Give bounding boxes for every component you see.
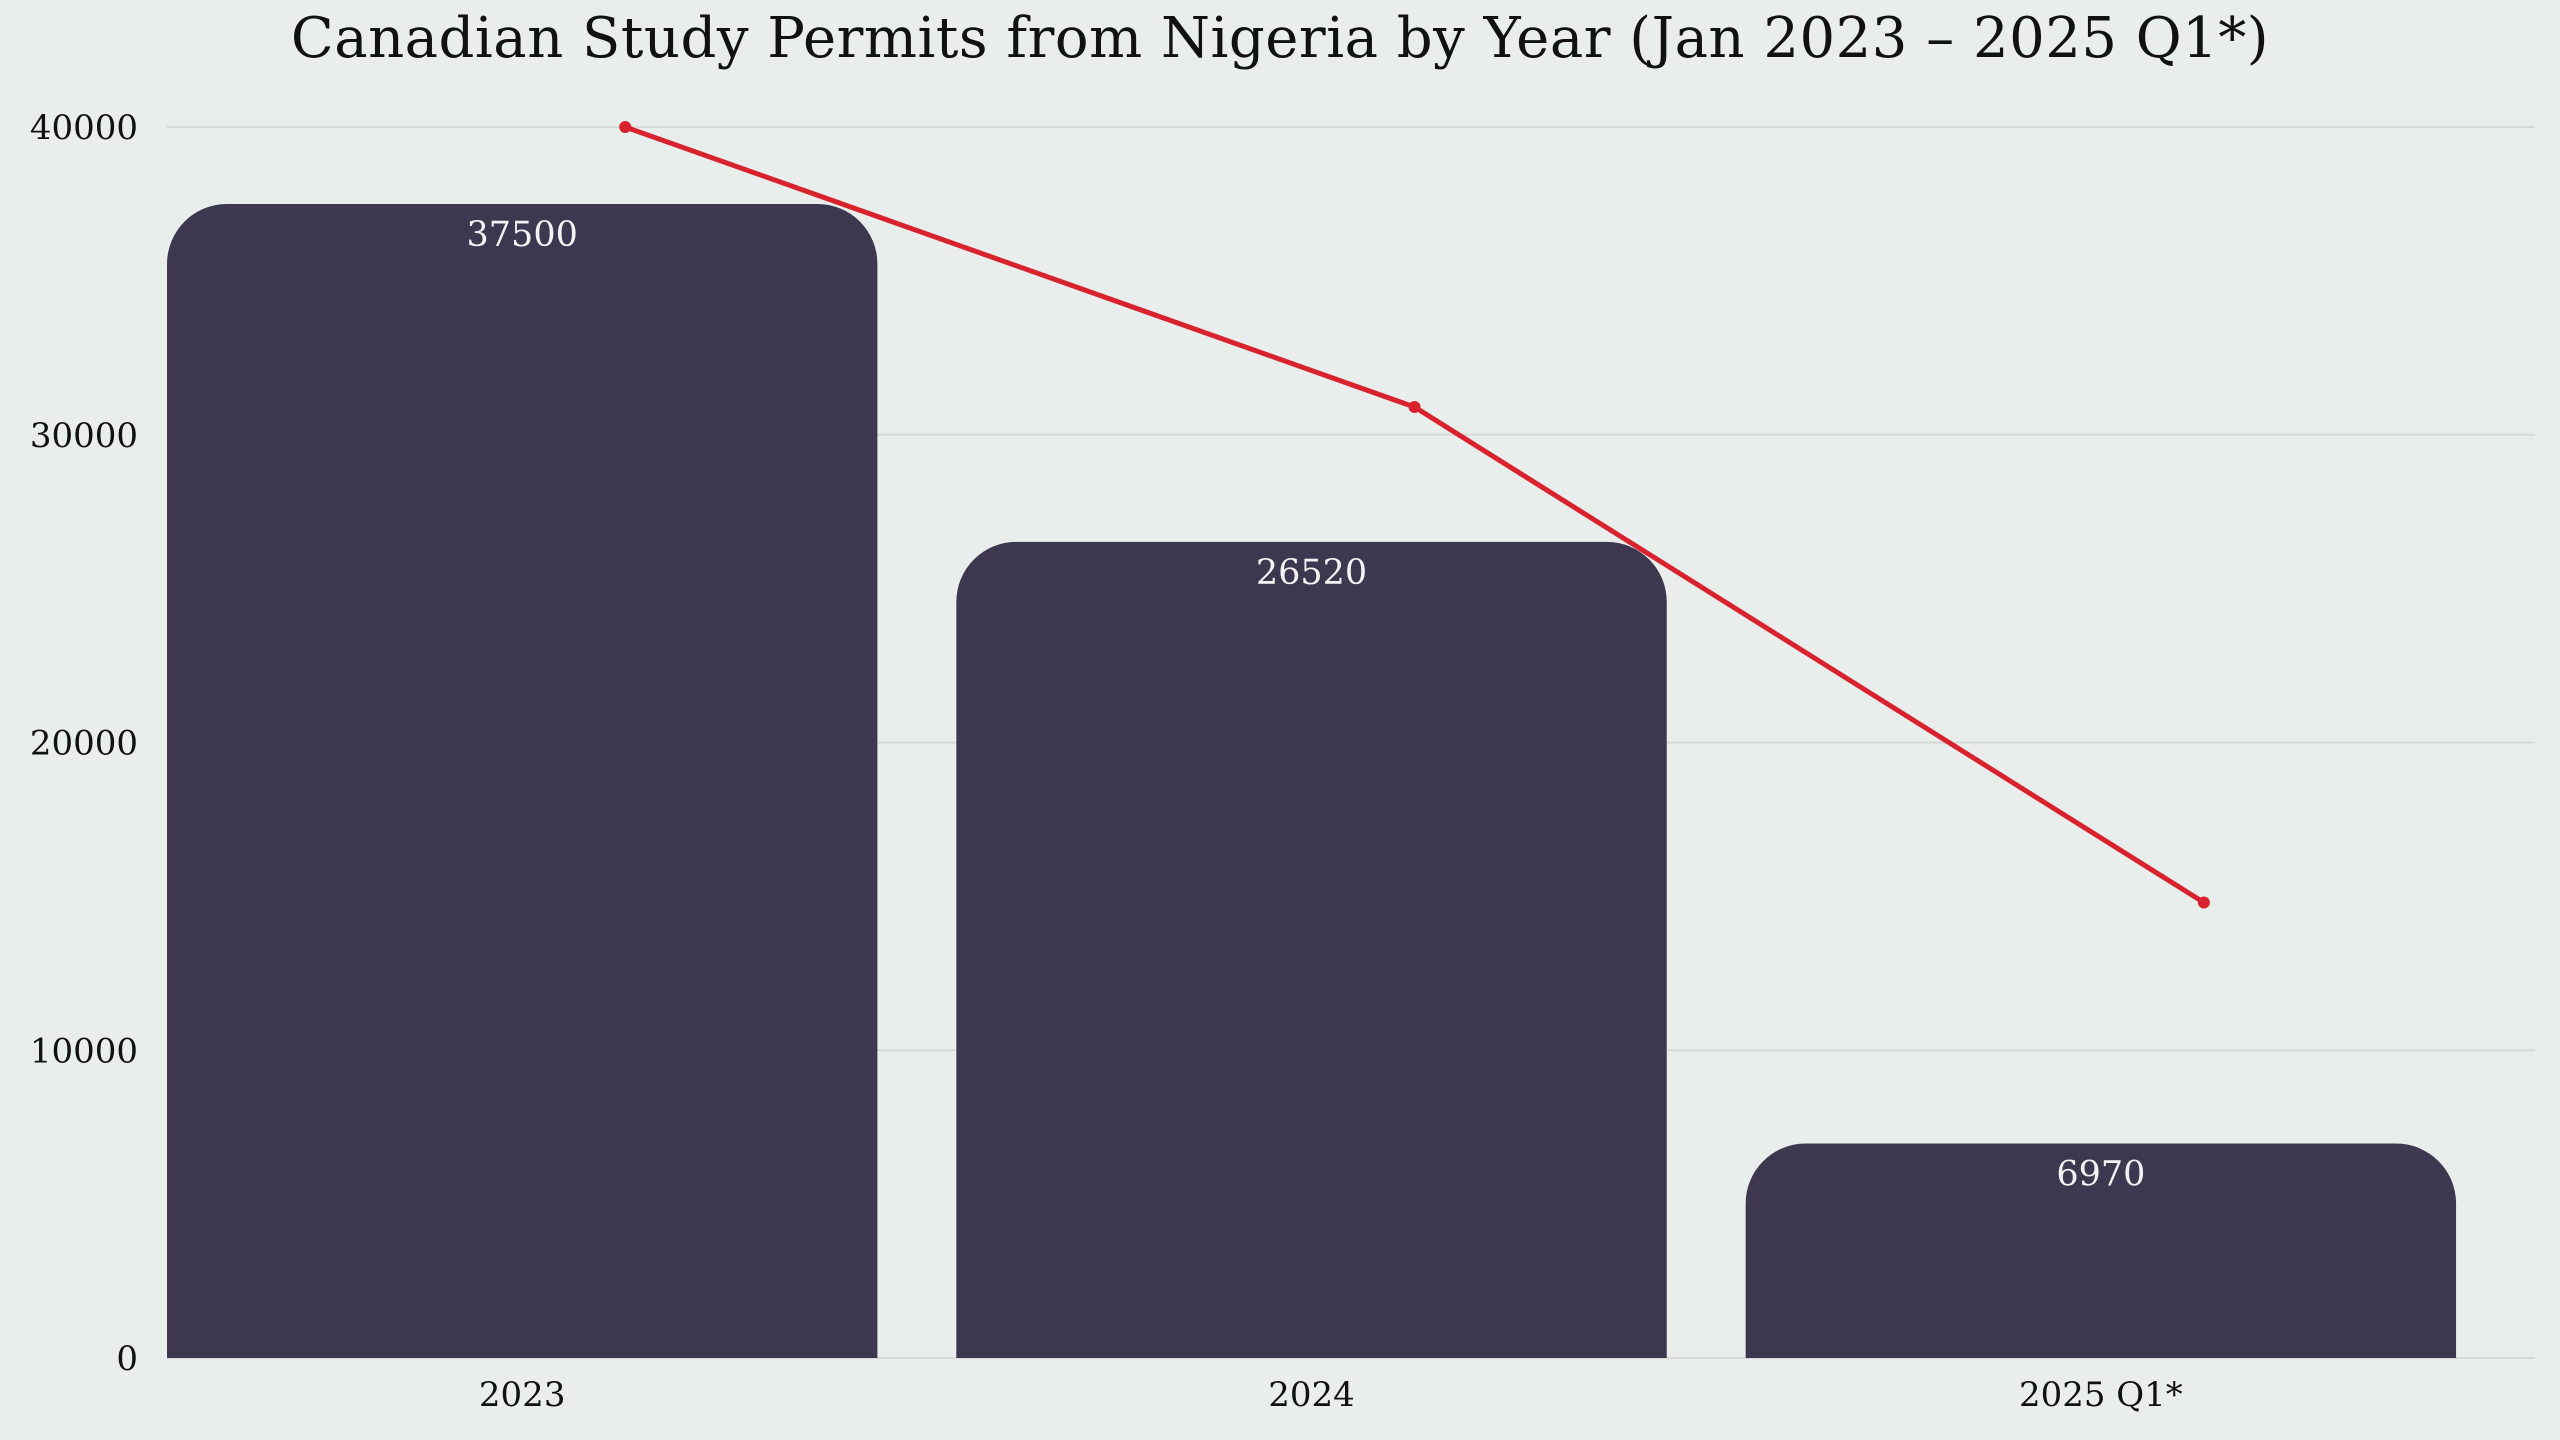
- bar-2024: [956, 541, 1667, 1358]
- bar-data-label: 6970: [2056, 1154, 2145, 1194]
- trend-line-point: [1408, 401, 1421, 414]
- y-tick-label: 10000: [30, 1031, 138, 1071]
- x-tick-label: 2023: [479, 1375, 566, 1415]
- y-tick-label: 20000: [30, 724, 138, 764]
- bar-data-label: 37500: [467, 215, 578, 255]
- bar-2025-q1-: [1745, 1143, 2457, 1358]
- x-tick-label: 2025 Q1*: [2019, 1375, 2183, 1415]
- bars: [167, 203, 2457, 1358]
- bar-2023: [167, 203, 878, 1358]
- x-tick-label: 2024: [1268, 1375, 1355, 1415]
- chart-title: Canadian Study Permits from Nigeria by Y…: [290, 6, 2270, 71]
- bar-data-label: 26520: [1256, 553, 1367, 593]
- trend-line: [619, 121, 2210, 909]
- trend-line-point: [2197, 896, 2210, 909]
- y-tick-label: 30000: [30, 416, 138, 456]
- y-tick-label: 0: [116, 1339, 138, 1379]
- trend-line-point: [619, 121, 632, 133]
- labels: 0 10000 20000 30000 40000 37500 2023 26520 2024 6…: [30, 108, 2183, 1415]
- y-tick-label: 40000: [30, 108, 138, 148]
